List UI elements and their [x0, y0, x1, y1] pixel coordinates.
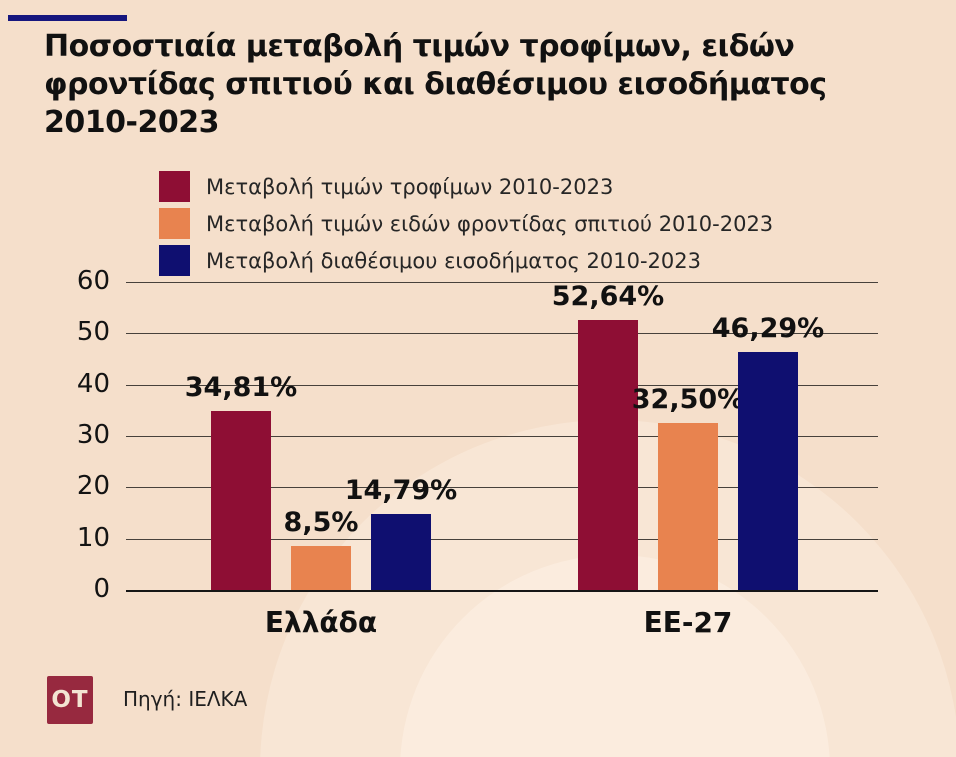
- bar-ellada-series-0: [211, 411, 271, 590]
- source-text: Πηγή: ΙΕΛΚΑ: [123, 687, 248, 711]
- y-tick-label: 30: [76, 420, 110, 450]
- bar-value-label: 52,64%: [551, 280, 665, 312]
- legend-swatch-icon: [159, 245, 190, 276]
- bar-ee27-series-2: [738, 352, 798, 590]
- bar-ee27-series-1: [658, 423, 718, 590]
- y-tick-label: 0: [93, 574, 110, 604]
- y-tick-label: 40: [76, 368, 110, 399]
- legend-swatch-icon: [159, 208, 190, 239]
- bar-value-label: 8,5%: [283, 507, 359, 539]
- legend-item: Μεταβολή τιμών τροφίμων 2010-2023: [159, 171, 773, 202]
- legend: Μεταβολή τιμών τροφίμων 2010-2023 Μεταβολ…: [159, 171, 773, 282]
- gridline: [126, 384, 878, 386]
- legend-swatch-icon: [159, 171, 190, 202]
- y-tick-label: 10: [76, 522, 110, 553]
- legend-item: Μεταβολή τιμών ειδών φροντίδας σπιτιού 2…: [159, 208, 773, 239]
- bar-value-label: 14,79%: [344, 475, 458, 507]
- legend-label: Μεταβολή τιμών τροφίμων 2010-2023: [206, 174, 614, 199]
- gridline: [126, 282, 878, 283]
- x-axis-line: [126, 590, 878, 592]
- category-label-ellada: Ελλάδα: [264, 606, 378, 639]
- y-tick-label: 50: [76, 317, 110, 348]
- ot-logo-text: OT: [51, 687, 89, 713]
- gridline: [126, 436, 878, 437]
- accent-bar: [8, 15, 127, 21]
- gridline: [126, 333, 878, 335]
- chart-title: Ποσοστιαία μεταβολή τιμών τροφίμων, ειδώ…: [44, 29, 827, 140]
- bar-value-label: 46,29%: [711, 313, 825, 345]
- bar-ellada-series-1: [291, 546, 351, 590]
- y-tick-label: 20: [76, 471, 110, 502]
- gridline: [126, 487, 878, 489]
- bar-ee27-series-0: [578, 319, 638, 590]
- bar-value-label: 32,50%: [631, 384, 745, 416]
- legend-label: Μεταβολή τιμών ειδών φροντίδας σπιτιού 2…: [206, 211, 774, 236]
- bar-ellada-series-2: [371, 514, 431, 590]
- bar-value-label: 34,81%: [184, 372, 298, 404]
- y-tick-label: 60: [76, 266, 110, 296]
- category-label-ee27: ΕΕ-27: [643, 606, 733, 639]
- ot-logo: OT: [47, 676, 93, 724]
- legend-label: Μεταβολή διαθέσιμου εισοδήματος 2010-202…: [206, 248, 701, 273]
- gridline: [126, 538, 878, 540]
- legend-item: Μεταβολή διαθέσιμου εισοδήματος 2010-202…: [159, 245, 773, 276]
